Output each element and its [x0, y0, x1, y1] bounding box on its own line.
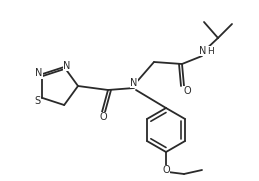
Text: N: N	[35, 68, 42, 78]
Text: O: O	[99, 112, 107, 122]
Text: S: S	[35, 96, 41, 106]
Text: N: N	[63, 61, 71, 71]
Text: O: O	[162, 165, 170, 175]
Text: O: O	[183, 86, 191, 96]
Text: H: H	[207, 47, 214, 56]
Text: N: N	[130, 78, 138, 88]
Text: N: N	[199, 46, 207, 56]
